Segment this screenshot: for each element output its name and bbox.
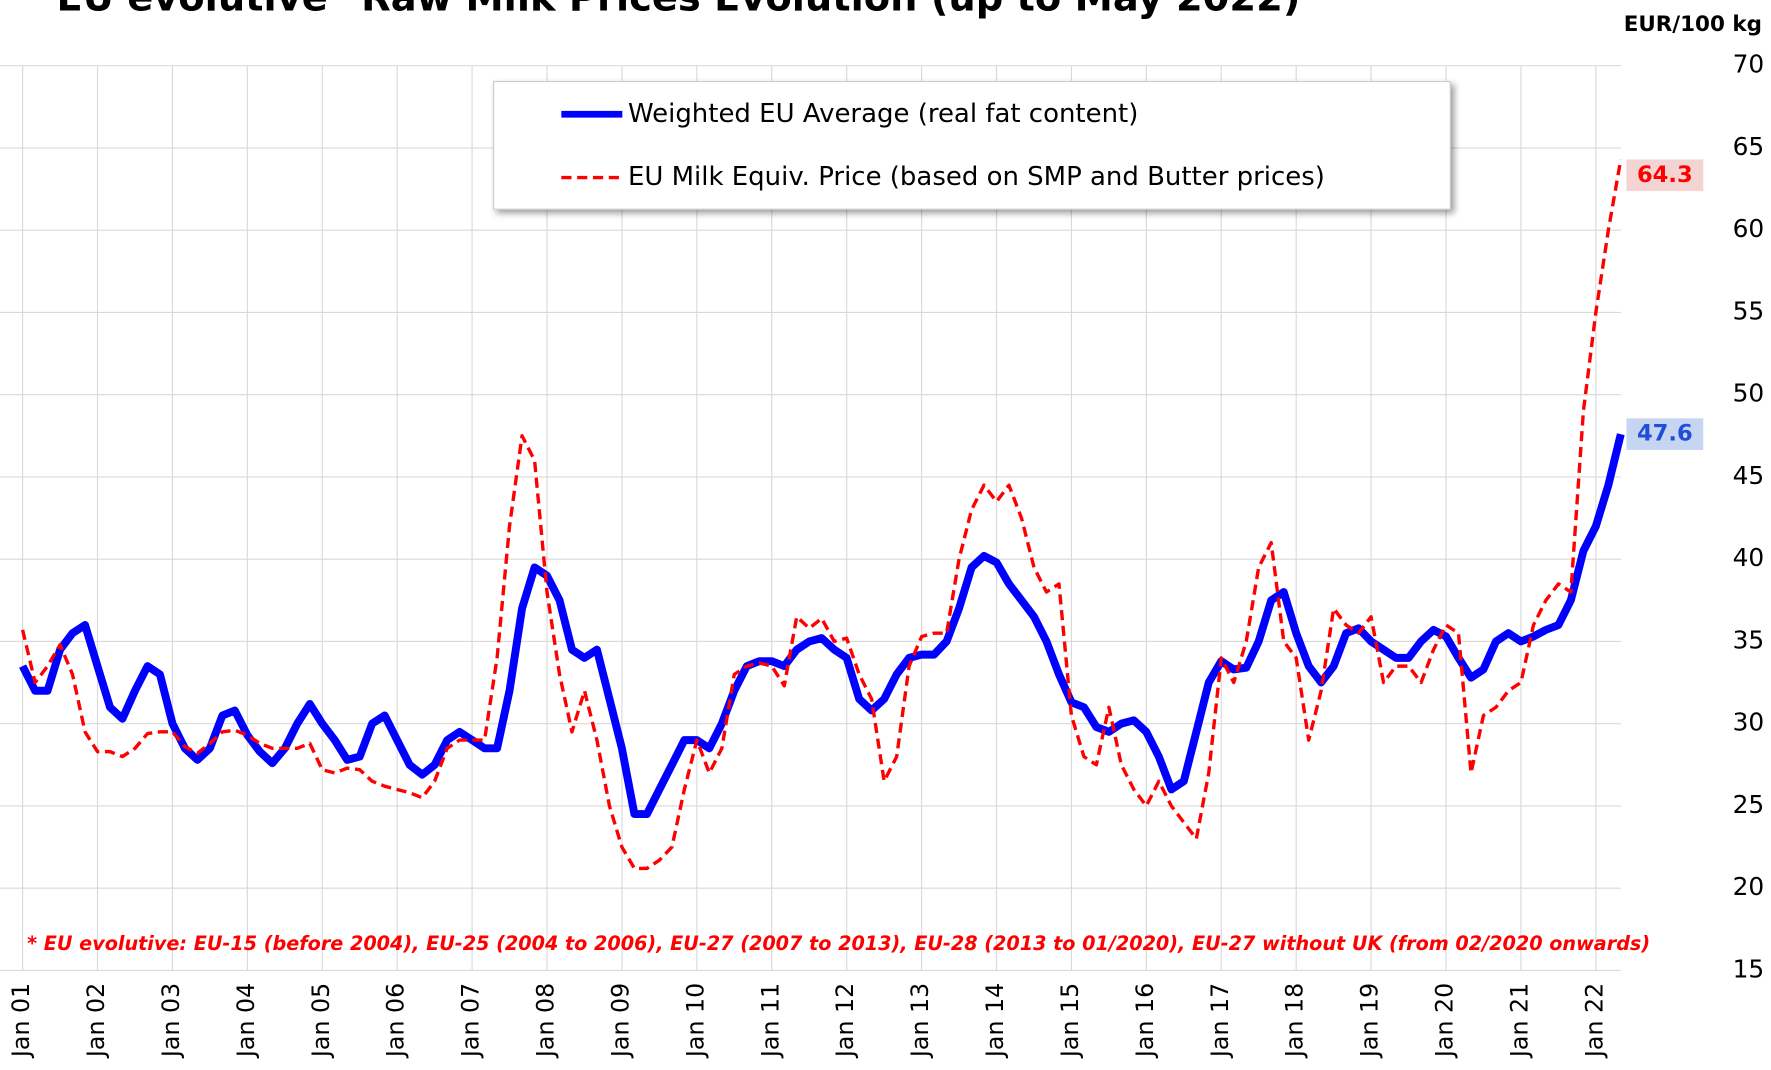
x-tick-label: Jan 01 bbox=[7, 983, 35, 1059]
y-tick-label: 45 bbox=[1733, 461, 1765, 490]
grid: 15 20 25 30 35 40 45 50 55 60 65 70 Jan 01 Jan 02 Jan … bbox=[0, 50, 1764, 1059]
value-label: 64.3 bbox=[1637, 162, 1693, 188]
value-label-bg bbox=[1626, 159, 1704, 192]
x-tick-label: Jan 17 bbox=[1206, 983, 1234, 1059]
y-tick-label: 20 bbox=[1733, 872, 1765, 901]
x-tick-label: Jan 09 bbox=[606, 983, 634, 1059]
value-label: 47.6 bbox=[1637, 421, 1693, 447]
x-tick-label: Jan 20 bbox=[1431, 983, 1459, 1059]
x-tick-label: Jan 02 bbox=[82, 983, 110, 1059]
x-tick-label: Jan 22 bbox=[1580, 983, 1608, 1059]
series-line bbox=[19, 433, 1625, 819]
value-label-bg bbox=[1626, 418, 1704, 450]
x-tick-label: Jan 16 bbox=[1131, 983, 1159, 1059]
legend-box bbox=[493, 80, 1451, 210]
x-tick-label: Jan 08 bbox=[532, 983, 560, 1059]
x-tick-label: Jan 03 bbox=[157, 983, 185, 1059]
lines: 47.6 64.3 bbox=[19, 159, 1704, 871]
y-tick-label: 30 bbox=[1733, 708, 1765, 737]
x-tick-label: Jan 06 bbox=[382, 983, 410, 1059]
y-tick-label: 55 bbox=[1733, 296, 1765, 325]
x-tick-label: Jan 21 bbox=[1505, 983, 1533, 1059]
x-tick-label: Jan 04 bbox=[232, 983, 260, 1059]
x-tick-label: Jan 13 bbox=[906, 983, 934, 1059]
series-line bbox=[20, 159, 1623, 871]
y-tick-label: 65 bbox=[1733, 132, 1765, 161]
x-tick-label: Jan 11 bbox=[756, 983, 784, 1059]
x-tick-label: Jan 14 bbox=[981, 983, 1009, 1059]
x-tick-label: Jan 12 bbox=[831, 983, 859, 1059]
y-tick-label: 25 bbox=[1733, 790, 1765, 819]
y-tick-label: 40 bbox=[1733, 543, 1765, 572]
x-tick-label: Jan 19 bbox=[1356, 983, 1384, 1059]
x-tick-label: Jan 18 bbox=[1281, 983, 1309, 1059]
y-tick-label: 35 bbox=[1733, 625, 1765, 654]
x-tick-label: Jan 05 bbox=[307, 983, 335, 1059]
footnote: * EU evolutive: EU-15 (before 2004), EU-… bbox=[27, 932, 1650, 955]
y-tick-label: 50 bbox=[1733, 379, 1765, 408]
x-tick-label: Jan 15 bbox=[1056, 983, 1084, 1059]
legend: Weighted EU Average (real fat content) EU… bbox=[561, 99, 1325, 192]
y-tick-label: 15 bbox=[1733, 954, 1765, 983]
x-tick-label: Jan 10 bbox=[681, 983, 709, 1059]
legend-label: Weighted EU Average (real fat content) bbox=[628, 99, 1138, 129]
legend-label: EU Milk Equiv. Price (based on SMP and B… bbox=[628, 162, 1325, 192]
y-tick-label: 70 bbox=[1733, 50, 1765, 79]
y-axis-label: EUR/100 kg bbox=[1624, 12, 1762, 37]
chart-title: EU evolutive* Raw Milk Prices Evolution … bbox=[56, 0, 1300, 21]
y-tick-label: 60 bbox=[1733, 214, 1765, 243]
x-tick-label: Jan 07 bbox=[457, 983, 485, 1059]
